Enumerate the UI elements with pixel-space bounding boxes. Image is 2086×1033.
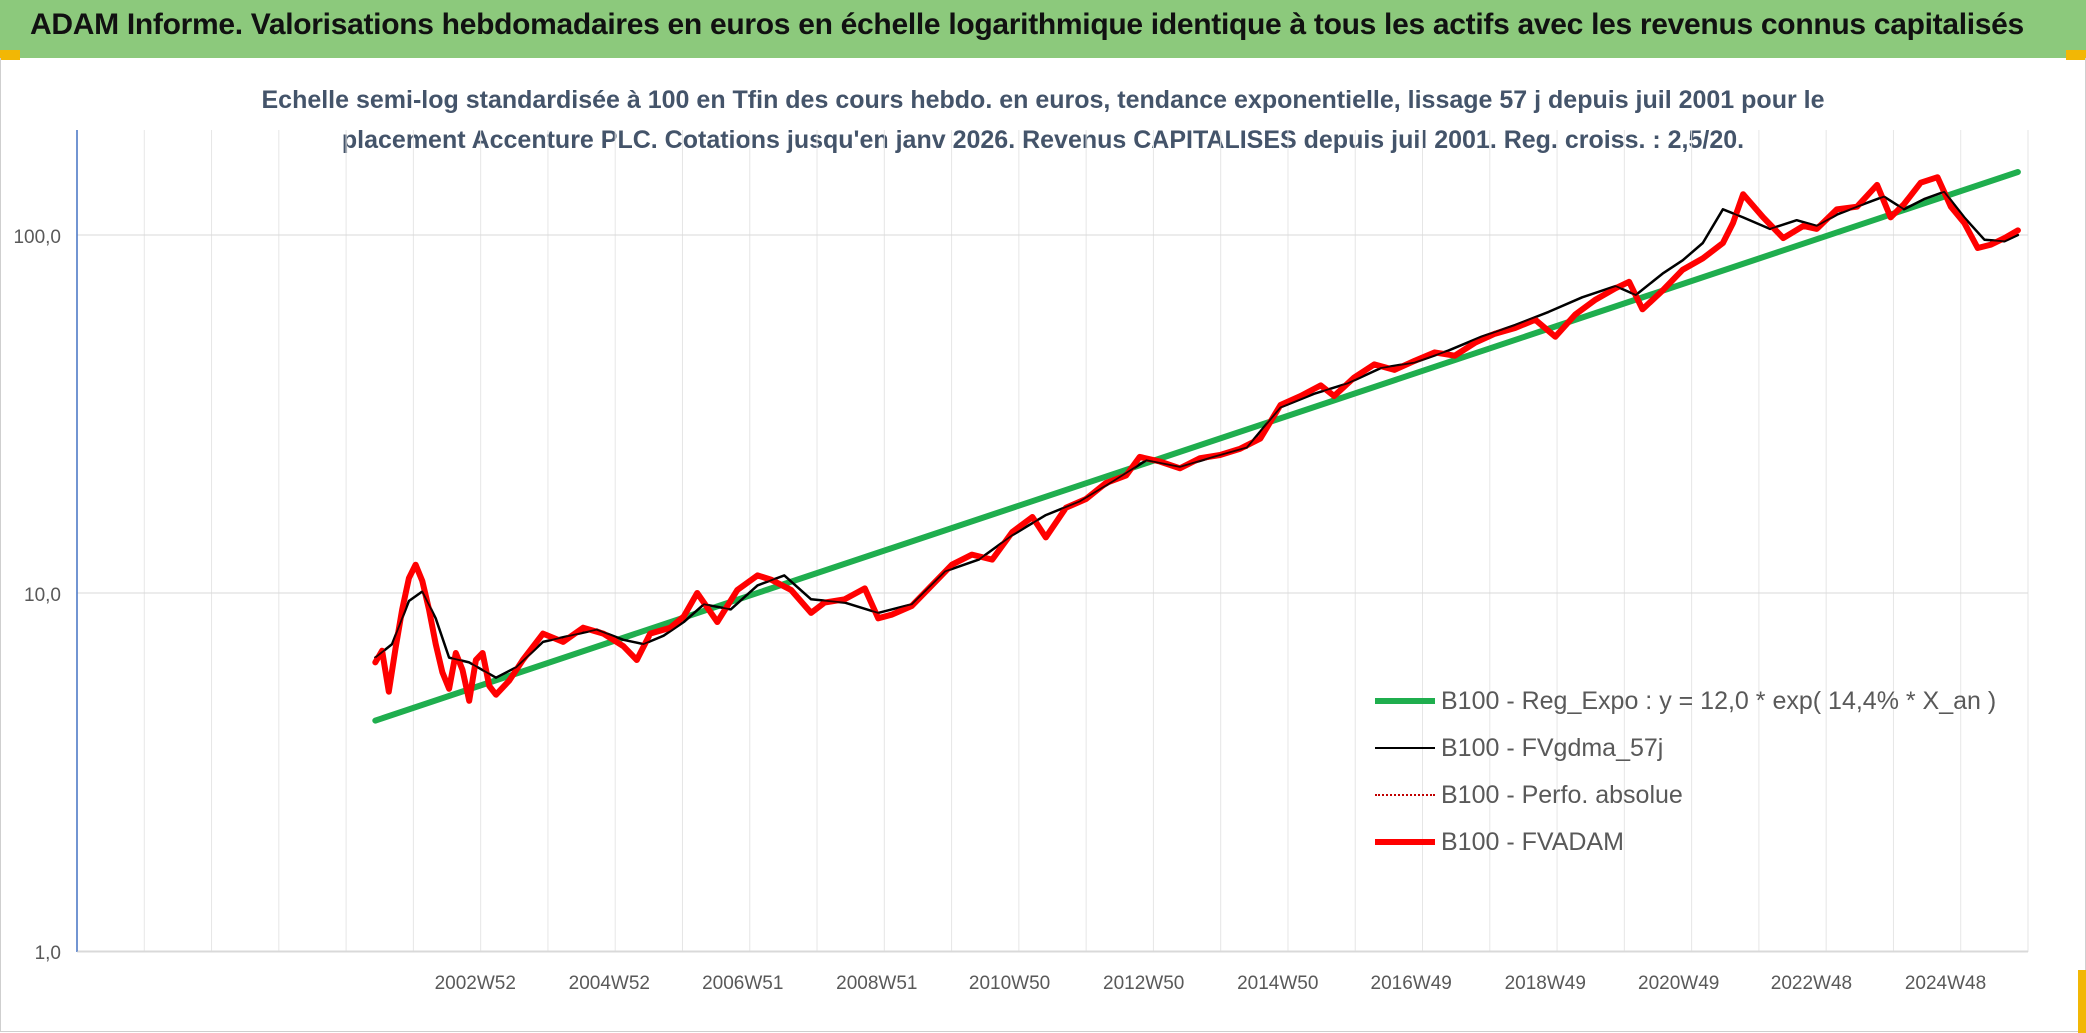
legend-swatch xyxy=(1375,794,1435,796)
legend-label: B100 - Perfo. absolue xyxy=(1441,780,1683,809)
y-tick-label: 1,0 xyxy=(35,943,61,964)
banner-accent-right xyxy=(2066,50,2086,60)
legend-item: B100 - Perfo. absolue xyxy=(1375,777,1683,813)
x-tick-label: 2016W49 xyxy=(1371,973,1452,994)
legend-label: B100 - FVgdma_57j xyxy=(1441,733,1664,762)
y-tick-label: 100,0 xyxy=(13,227,61,248)
legend-swatch xyxy=(1375,839,1435,845)
series-line-1 xyxy=(372,169,2021,724)
legend-item: B100 - FVgdma_57j xyxy=(1375,730,1663,766)
x-tick-label: 2006W51 xyxy=(702,973,783,994)
series-line-smoothed-overlay xyxy=(374,190,2019,679)
legend-label: B100 - FVADAM xyxy=(1441,827,1624,856)
legend-swatch xyxy=(1375,747,1435,749)
x-tick-label: 2014W50 xyxy=(1237,973,1318,994)
x-tick-label: 2010W50 xyxy=(969,973,1050,994)
banner-accent-left xyxy=(0,50,20,60)
series-line-2 xyxy=(374,190,2020,679)
x-tick-label: 2004W52 xyxy=(569,973,650,994)
legend-item: B100 - FVADAM xyxy=(1375,824,1624,860)
frame-accent-right xyxy=(2078,970,2086,1033)
legend-label: B100 - Reg_Expo : y = 12,0 * exp( 14,4% … xyxy=(1441,686,1997,715)
report-title: ADAM Informe. Valorisations hebdomadaire… xyxy=(30,8,2024,41)
legend-swatch xyxy=(1375,698,1435,704)
x-tick-label: 2012W50 xyxy=(1103,973,1184,994)
x-tick-label: 2002W52 xyxy=(435,973,516,994)
x-tick-label: 2024W48 xyxy=(1905,973,1986,994)
header-banner: ADAM Informe. Valorisations hebdomadaire… xyxy=(0,0,2086,58)
x-tick-label: 2008W51 xyxy=(836,973,917,994)
chart-title: Echelle semi-log standardisée à 100 en T… xyxy=(261,86,1825,114)
chart-subtitle: placement Accenture PLC. Cotations jusqu… xyxy=(341,126,1745,154)
x-tick-label: 2022W48 xyxy=(1771,973,1852,994)
legend-item: B100 - Reg_Expo : y = 12,0 * exp( 14,4% … xyxy=(1375,683,1996,719)
x-tick-label: 2020W49 xyxy=(1638,973,1719,994)
x-tick-label: 2018W49 xyxy=(1505,973,1586,994)
y-tick-label: 10,0 xyxy=(24,585,61,606)
